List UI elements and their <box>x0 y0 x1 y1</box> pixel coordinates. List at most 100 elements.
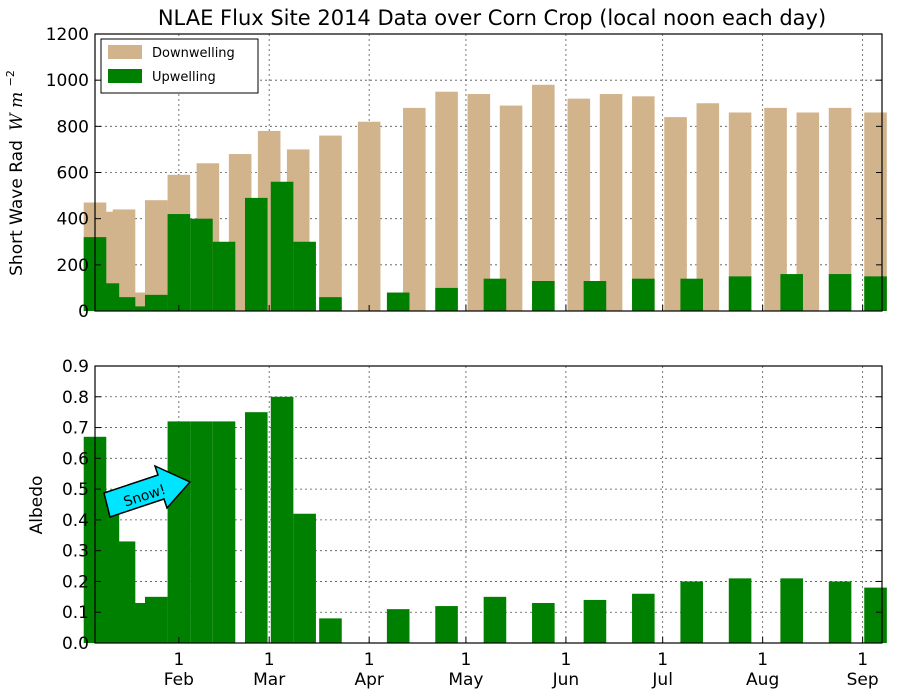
upwelling-bar-20 <box>780 274 803 311</box>
albedo-bar-5 <box>167 421 191 643</box>
top-y-axis-label: Short Wave Rad W m −2 <box>4 70 27 276</box>
albedo-bar-21 <box>828 581 852 643</box>
albedo-bar-20 <box>780 578 803 643</box>
bottom-ytick-label-8: 0.8 <box>62 388 89 408</box>
xtick-label-3: 1 May <box>448 650 483 690</box>
downwelling-bar-19 <box>632 96 655 311</box>
albedo-bar-10 <box>293 513 316 643</box>
upwelling-bar-16 <box>583 280 607 311</box>
legend: Downwelling Upwelling <box>100 38 259 94</box>
bottom-ytick-label-6: 0.6 <box>62 449 89 469</box>
snow-arrow-icon <box>103 464 192 518</box>
upwelling-bar-14 <box>483 278 507 311</box>
albedo-bar-16 <box>583 599 607 643</box>
albedo-bar-13 <box>435 606 458 643</box>
albedo-bar-8 <box>244 412 268 643</box>
shortwave-radiation-panel: 0 200 400 600 800 1000 1200 Short Wave Rad W m… <box>4 25 887 322</box>
upwelling-bar-7 <box>212 241 236 311</box>
top-y-axis-label-exponent: −2 <box>4 70 17 86</box>
xtick-label-1: 1 Mar <box>253 650 285 690</box>
top-y-ticks: 0 200 400 600 800 1000 1200 <box>46 25 882 322</box>
top-ytick-label-3: 600 <box>57 164 89 184</box>
downwelling-bar-10 <box>319 135 342 311</box>
upwelling-bar-18 <box>680 278 703 311</box>
upwelling-bar-8 <box>244 197 268 311</box>
top-ytick-label-0: 0 <box>78 302 89 322</box>
albedo-bar-9 <box>270 396 294 643</box>
albedo-bar-14 <box>483 596 507 643</box>
upwelling-bar-10 <box>293 241 316 311</box>
bottom-ytick-label-4: 0.4 <box>62 511 89 531</box>
albedo-bar-12 <box>386 609 410 643</box>
downwelling-bar-24 <box>796 112 820 311</box>
chart-title: NLAE Flux Site 2014 Data over Corn Crop … <box>158 6 826 30</box>
bottom-ytick-label-0: 0.0 <box>62 634 89 654</box>
downwelling-bar-12 <box>403 107 426 311</box>
top-ytick-label-6: 1200 <box>46 25 89 45</box>
albedo-bar-17 <box>632 593 655 643</box>
downwelling-bar-18 <box>599 94 623 312</box>
downwelling-bar-14 <box>467 94 491 312</box>
bottom-x-ticks: 1 Feb 1 Mar 1 Apr 1 May 1 Jun 1 Jul 1 Aug 1 Sep <box>164 305 879 690</box>
albedo-bar-11 <box>319 618 342 643</box>
upwelling-bar-3 <box>128 306 152 311</box>
top-ytick-label-2: 400 <box>57 210 89 230</box>
legend-label-upwelling: Upwelling <box>152 70 216 85</box>
downwelling-bar-16 <box>532 84 555 312</box>
upwelling-bar-13 <box>435 287 458 311</box>
downwelling-bar-22 <box>728 112 752 311</box>
top-ytick-label-4: 800 <box>57 117 89 137</box>
bottom-y-ticks: 0.0 0.1 0.2 0.3 0.4 0.5 0.6 0.7 0.8 0.9 <box>62 357 882 654</box>
upwelling-bar-6 <box>190 218 213 311</box>
xtick-label-5: 1 Jul <box>651 650 673 690</box>
upwelling-bar-11 <box>319 297 342 311</box>
upwelling-bar-21 <box>828 274 852 311</box>
downwelling-bar-20 <box>664 117 687 311</box>
downwelling-bar-13 <box>435 91 458 311</box>
xtick-label-7: 1 Sep <box>847 650 879 690</box>
top-ytick-label-1: 200 <box>57 256 89 276</box>
downwelling-bar-11 <box>357 121 381 311</box>
bottom-ytick-label-7: 0.7 <box>62 419 89 439</box>
albedo-bar-4 <box>144 596 168 643</box>
downwelling-bar-23 <box>764 107 787 311</box>
albedo-bar-19 <box>728 578 752 643</box>
albedo-bar-15 <box>532 602 555 643</box>
upwelling-bar-5 <box>167 214 191 311</box>
albedo-bar-6 <box>190 421 213 643</box>
top-y-axis-label-text: Short Wave Rad <box>7 140 27 276</box>
downwelling-bar-21 <box>696 103 720 311</box>
bottom-plot-frame <box>94 365 883 644</box>
upwelling-bar-17 <box>632 278 655 311</box>
downwelling-bar-17 <box>567 98 591 311</box>
albedo-bar-7 <box>212 421 236 643</box>
downwelling-bar-15 <box>499 105 523 311</box>
albedo-bar-22 <box>864 587 887 643</box>
upwelling-bar-19 <box>728 276 752 311</box>
downwelling-bar-25 <box>828 107 852 311</box>
xtick-label-4: 1 Jun <box>552 650 580 690</box>
bottom-ytick-label-2: 0.2 <box>62 572 89 592</box>
legend-label-downwelling: Downwelling <box>152 46 235 61</box>
xtick-label-6: 1 Aug <box>746 650 779 690</box>
shortwave-bars <box>83 84 887 312</box>
legend-swatch-downwelling <box>108 45 142 59</box>
legend-swatch-upwelling <box>108 69 142 83</box>
xtick-label-2: 1 Apr <box>354 650 383 690</box>
downwelling-bar-26 <box>864 112 887 311</box>
upwelling-bar-22 <box>864 276 887 311</box>
bottom-ytick-label-9: 0.9 <box>62 357 89 377</box>
albedo-bar-18 <box>680 581 703 643</box>
top-ytick-label-5: 1000 <box>46 71 89 91</box>
upwelling-bar-15 <box>532 280 555 311</box>
upwelling-bar-9 <box>270 181 294 311</box>
upwelling-bar-4 <box>144 294 168 311</box>
top-y-axis-label-units: W m <box>7 92 27 131</box>
downwelling-bar-4 <box>144 200 168 311</box>
upwelling-bar-12 <box>386 292 410 311</box>
bottom-y-axis-label: Albedo <box>27 476 47 535</box>
bottom-ytick-label-3: 0.3 <box>62 542 89 562</box>
bottom-ytick-label-5: 0.5 <box>62 480 89 500</box>
